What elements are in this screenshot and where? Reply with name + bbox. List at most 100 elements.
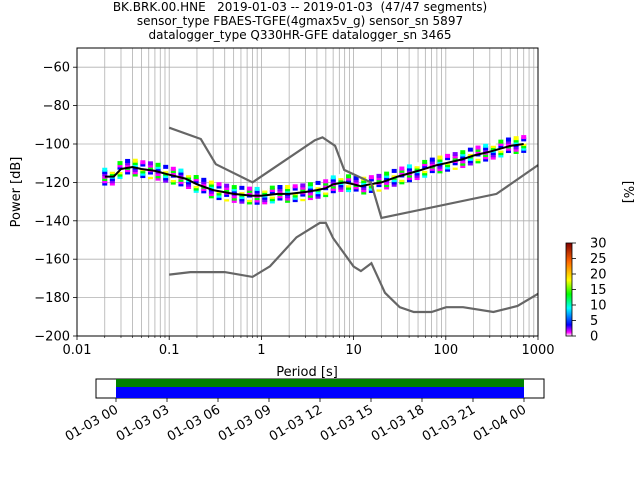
probability-cell (521, 135, 527, 140)
probability-cell (437, 169, 443, 174)
y-axis-label: Power [dB] (9, 157, 24, 228)
probability-cell (186, 182, 192, 187)
probability-cell (346, 185, 352, 190)
probability-cell (460, 150, 466, 155)
probability-cell (414, 164, 420, 169)
probability-cell (391, 178, 397, 183)
probability-cell (445, 165, 451, 170)
probability-cell (186, 185, 192, 190)
probability-cell (307, 182, 313, 187)
probability-cell (147, 161, 153, 166)
probability-cell (155, 176, 161, 181)
probability-cell (475, 150, 481, 155)
probability-cell (505, 151, 511, 156)
probability-cell (505, 146, 511, 151)
probability-cell (353, 189, 359, 194)
probability-cell (498, 153, 504, 158)
probability-cell (132, 170, 138, 175)
probability-cell (163, 167, 169, 172)
colorbar-tick-label: 5 (590, 314, 598, 329)
probability-cell (406, 173, 412, 178)
probability-cell (315, 183, 321, 188)
probability-cell (109, 170, 115, 175)
probability-cell (117, 174, 123, 179)
probability-cell (102, 181, 108, 186)
probability-cell (399, 178, 405, 183)
probability-cell (422, 162, 428, 167)
timeline-tick-label: 01-04 00 (471, 402, 529, 444)
probability-cell (368, 175, 374, 180)
probability-cell (490, 146, 496, 151)
probability-cell (208, 182, 214, 187)
probability-cell (300, 197, 306, 202)
probability-cell (498, 144, 504, 149)
probability-cell (231, 194, 237, 199)
probability-cell (445, 167, 451, 172)
probability-cell (361, 181, 367, 186)
probability-cell (208, 189, 214, 194)
probability-cell (170, 171, 176, 176)
probability-cell (125, 170, 131, 175)
probability-cell (216, 193, 222, 198)
probability-cell (353, 187, 359, 192)
probability-cell (513, 140, 519, 145)
y-tick-label: −160 (34, 253, 70, 268)
probability-cell (163, 176, 169, 181)
timeline-tick-label: 01-03 15 (318, 402, 376, 444)
probability-cell (186, 175, 192, 180)
probability-cell (437, 155, 443, 160)
probability-cell (513, 138, 519, 143)
x-tick-label: 1 (257, 343, 265, 358)
plot-area (76, 47, 539, 337)
probability-cell (330, 189, 336, 194)
probability-cell (452, 165, 458, 170)
probability-cell (475, 159, 481, 164)
probability-cell (346, 174, 352, 179)
probability-cell (285, 198, 291, 203)
colorbar-tick-label: 25 (590, 252, 607, 267)
probability-cell (521, 148, 527, 153)
title-line-2: sensor_type FBAES-TGFE(4gmax5v_g) sensor… (136, 14, 464, 28)
probability-cell (246, 191, 252, 196)
probability-cell (170, 180, 176, 185)
probability-cell (300, 183, 306, 188)
probability-cell (315, 194, 321, 199)
probability-cell (384, 176, 390, 181)
timeline-tick-label: 01-03 00 (63, 402, 121, 444)
probability-cell (201, 182, 207, 187)
probability-cell (224, 197, 230, 202)
probability-cell (376, 178, 382, 183)
probability-cell (391, 182, 397, 187)
probability-cell (460, 161, 466, 166)
probability-cell (132, 167, 138, 172)
probability-cell (201, 191, 207, 196)
probability-cell (216, 186, 222, 191)
probability-cell (170, 178, 176, 183)
probability-cell (323, 179, 329, 184)
probability-cell (414, 176, 420, 181)
probability-cell (239, 195, 245, 200)
probability-cell (239, 185, 245, 190)
probability-cell (231, 187, 237, 192)
probability-cell (193, 188, 199, 193)
timeline-tick-label: 01-03 21 (420, 402, 478, 444)
y-tick-label: −200 (34, 330, 70, 345)
probability-cell (246, 198, 252, 203)
probability-cell (490, 155, 496, 160)
probability-cell (277, 189, 283, 194)
probability-cell (521, 144, 527, 149)
probability-cell (437, 160, 443, 165)
probability-cell (246, 200, 252, 205)
probability-cell (262, 188, 268, 193)
probability-cell (338, 176, 344, 181)
probability-cell (429, 166, 435, 171)
probability-cell (125, 163, 131, 168)
probability-cell (292, 195, 298, 200)
probability-cell (422, 173, 428, 178)
probability-cell (452, 152, 458, 157)
probability-cell (513, 149, 519, 154)
probability-cell (102, 170, 108, 175)
probability-cell (147, 175, 153, 180)
